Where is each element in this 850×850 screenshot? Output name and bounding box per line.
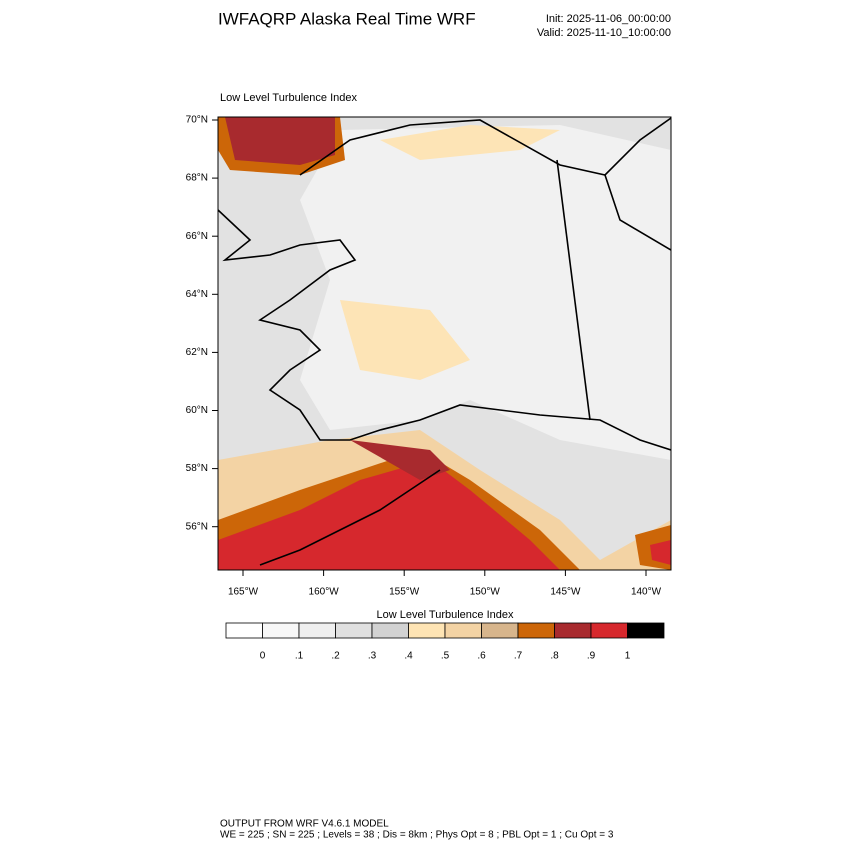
colorbar-tick-label: .3	[368, 651, 377, 662]
colorbar-tick-label: .1	[295, 651, 304, 662]
lat-label: 60°N	[186, 405, 208, 416]
colorbar-tick-label: .6	[477, 651, 486, 662]
init-time: Init: 2025-11-06_00:00:00	[546, 13, 671, 25]
colorbar-box	[517, 622, 555, 639]
colorbar-box	[481, 622, 519, 639]
lat-label: 64°N	[186, 289, 208, 300]
lon-label: 160°W	[309, 587, 340, 598]
lon-label: 140°W	[631, 587, 662, 598]
lon-label: 145°W	[550, 587, 581, 598]
map-field	[218, 117, 671, 570]
colorbar-box	[554, 622, 592, 639]
colorbar-tick-label: .5	[441, 651, 450, 662]
valid-time: Valid: 2025-11-10_10:00:00	[537, 27, 671, 39]
lat-label: 62°N	[186, 347, 208, 358]
lon-label: 155°W	[389, 587, 420, 598]
footer-line: WE = 225 ; SN = 225 ; Levels = 38 ; Dis …	[220, 830, 614, 841]
colorbar-box	[590, 622, 628, 639]
lon-label: 165°W	[228, 587, 259, 598]
colorbar-tick-label: .8	[550, 651, 559, 662]
colorbar-box	[262, 622, 300, 639]
colorbar-tick-label: 0	[260, 651, 266, 662]
colorbar-tick-label: .2	[331, 651, 340, 662]
colorbar-tick-label: .7	[514, 651, 523, 662]
map-frame	[217, 116, 672, 571]
colorbar-box	[371, 622, 409, 639]
colorbar-tick-label: 1	[625, 651, 631, 662]
lon-label: 150°W	[470, 587, 501, 598]
map-subtitle: Low Level Turbulence Index	[220, 92, 357, 104]
colorbar-tick-label: .4	[404, 651, 413, 662]
colorbar-box	[298, 622, 336, 639]
colorbar-box	[444, 622, 482, 639]
title: IWFAQRP Alaska Real Time WRF	[218, 9, 476, 28]
colorbar-box	[225, 622, 263, 639]
footer-line: OUTPUT FROM WRF V4.6.1 MODEL	[220, 819, 389, 830]
colorbar-title: Low Level Turbulence Index	[377, 609, 514, 621]
lat-label: 66°N	[186, 231, 208, 242]
lat-label: 70°N	[186, 115, 208, 126]
colorbar-box	[627, 622, 665, 639]
lat-label: 68°N	[186, 173, 208, 184]
colorbar-tick-label: .9	[587, 651, 596, 662]
lat-label: 58°N	[186, 463, 208, 474]
lat-label: 56°N	[186, 521, 208, 532]
colorbar-box	[335, 622, 373, 639]
colorbar-box	[408, 622, 446, 639]
